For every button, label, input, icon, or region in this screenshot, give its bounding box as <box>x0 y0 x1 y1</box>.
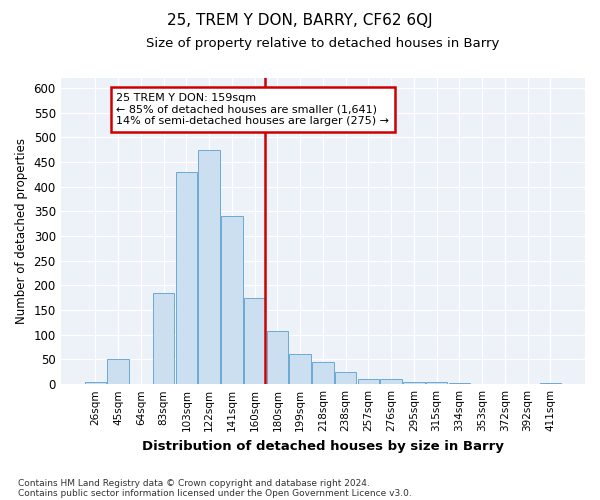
Title: Size of property relative to detached houses in Barry: Size of property relative to detached ho… <box>146 38 500 51</box>
Bar <box>335 372 356 384</box>
Bar <box>266 331 288 384</box>
Bar <box>312 362 334 384</box>
X-axis label: Distribution of detached houses by size in Barry: Distribution of detached houses by size … <box>142 440 504 452</box>
Bar <box>358 379 379 384</box>
Bar <box>221 216 242 384</box>
Bar <box>449 383 470 384</box>
Bar <box>85 382 106 384</box>
Bar <box>198 150 220 384</box>
Bar <box>289 354 311 384</box>
Bar <box>380 379 402 384</box>
Bar <box>176 172 197 384</box>
Text: 25, TREM Y DON, BARRY, CF62 6QJ: 25, TREM Y DON, BARRY, CF62 6QJ <box>167 12 433 28</box>
Bar <box>244 298 265 384</box>
Bar <box>403 382 425 384</box>
Bar <box>153 293 175 384</box>
Bar <box>107 358 129 384</box>
Bar <box>539 382 561 384</box>
Text: Contains public sector information licensed under the Open Government Licence v3: Contains public sector information licen… <box>18 488 412 498</box>
Text: 25 TREM Y DON: 159sqm
← 85% of detached houses are smaller (1,641)
14% of semi-d: 25 TREM Y DON: 159sqm ← 85% of detached … <box>116 93 389 126</box>
Text: Contains HM Land Registry data © Crown copyright and database right 2024.: Contains HM Land Registry data © Crown c… <box>18 478 370 488</box>
Bar <box>426 382 448 384</box>
Y-axis label: Number of detached properties: Number of detached properties <box>15 138 28 324</box>
